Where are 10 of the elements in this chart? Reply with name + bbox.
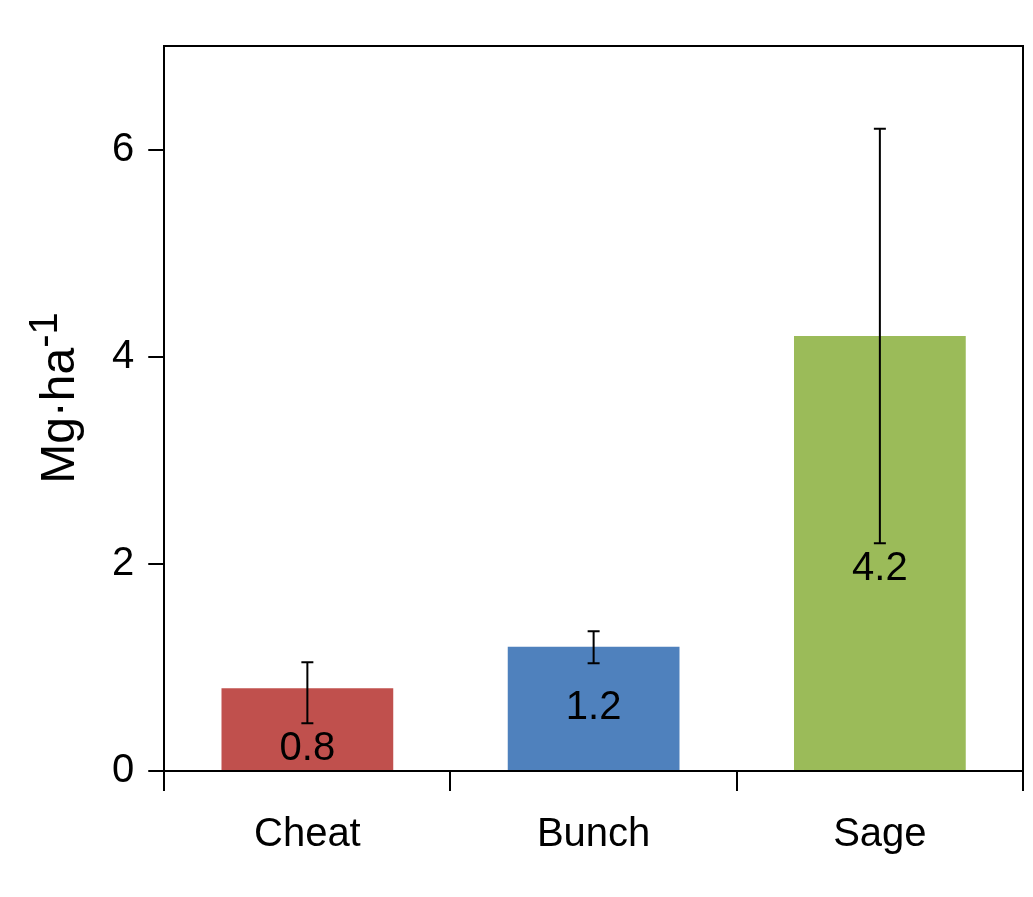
- y-tick-label: 2: [112, 538, 135, 583]
- y-tick-label: 4: [112, 331, 135, 376]
- data-label: 4.2: [852, 544, 908, 589]
- y-tick-label: 0: [112, 746, 135, 791]
- x-tick-label: Cheat: [254, 810, 361, 855]
- y-tick-label: 6: [112, 124, 135, 169]
- x-tick-label: Sage: [833, 810, 927, 855]
- data-label: 0.8: [279, 724, 336, 769]
- data-label: 1.2: [565, 683, 622, 728]
- x-tick-label: Bunch: [536, 810, 651, 855]
